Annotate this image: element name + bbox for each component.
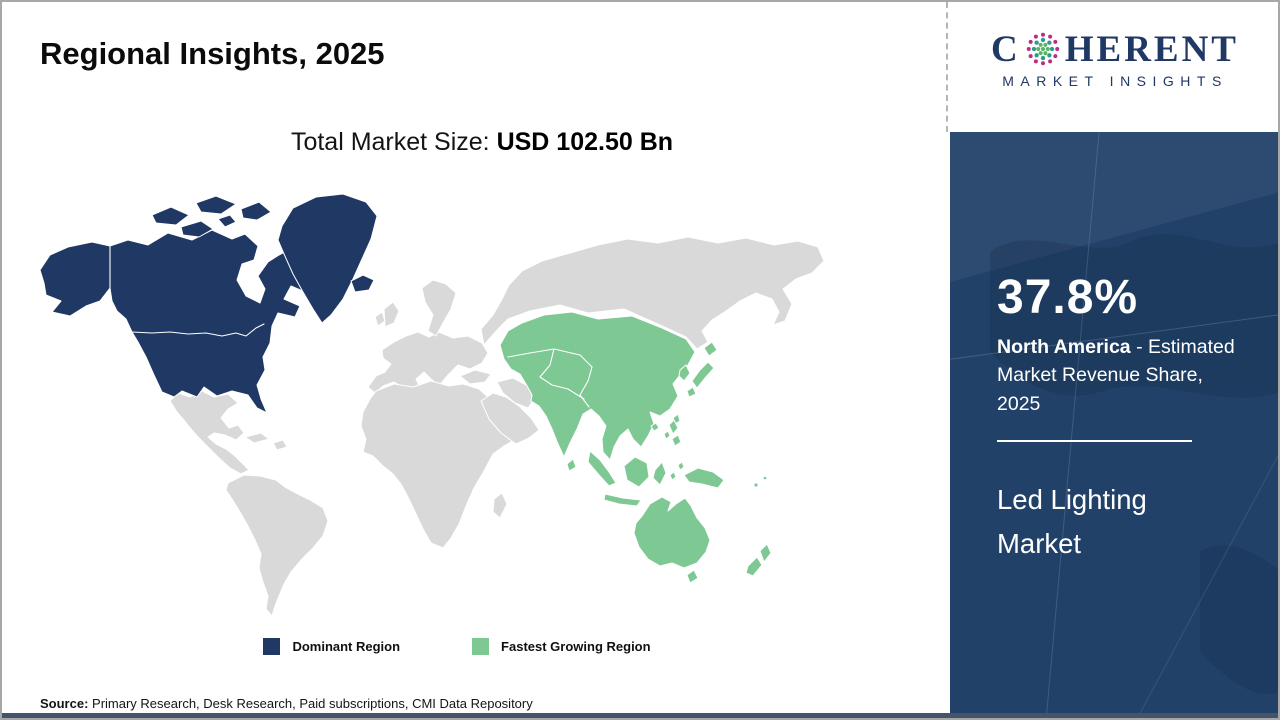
map-legend: Dominant Region Fastest Growing Region — [32, 638, 882, 655]
sidebar-background-texture — [950, 132, 1278, 717]
brand-letter-c: C — [991, 28, 1021, 70]
header-dashed-divider — [946, 2, 948, 132]
source-text: Primary Research, Desk Research, Paid su… — [92, 696, 533, 711]
total-market-size-label: Total Market Size: — [290, 128, 497, 156]
revenue-share-region: North America — [997, 336, 1131, 358]
legend-item-fastest-growing: Fastest Growing Region — [472, 638, 651, 655]
legend-item-dominant: Dominant Region — [263, 638, 400, 655]
brand-letters-rest: HERENT — [1064, 28, 1239, 70]
revenue-share-description: North America - Estimated Market Revenue… — [997, 333, 1249, 418]
brand-logo: C HERENT — [968, 30, 1262, 90]
legend-swatch-dominant — [263, 638, 281, 655]
brand-dotted-o-icon — [1026, 32, 1059, 66]
sidebar-panel: 37.8% North America - Estimated Market R… — [950, 132, 1278, 717]
map-region-asia-pacific — [499, 311, 772, 584]
legend-swatch-fastest-growing — [472, 638, 490, 655]
brand-tagline: MARKET INSIGHTS — [1002, 73, 1228, 89]
world-map — [32, 185, 882, 625]
map-region-rest-of-world — [169, 236, 825, 617]
map-region-north-america — [39, 193, 378, 414]
source-line: Source: Primary Research, Desk Research,… — [40, 696, 533, 711]
legend-label-fastest-growing: Fastest Growing Region — [501, 639, 651, 654]
sidebar-content: 37.8% North America - Estimated Market R… — [950, 132, 1278, 566]
total-market-size: Total Market Size: USD 102.50 Bn — [122, 128, 842, 157]
page-title: Regional Insights, 2025 — [40, 36, 385, 71]
legend-label-dominant: Dominant Region — [292, 639, 401, 654]
brand-logo-wordmark: C HERENT — [968, 30, 1262, 68]
bottom-accent-strip — [2, 713, 1278, 718]
market-name: Led Lighting Market — [997, 483, 1147, 559]
sidebar-divider — [997, 439, 1192, 442]
revenue-share-suffix: - Estimated Market Revenue Share, 2025 — [997, 336, 1235, 415]
revenue-share-value: 37.8% — [997, 271, 1139, 324]
total-market-size-value: USD 102.50 Bn — [496, 128, 674, 156]
source-label: Source: — [40, 696, 89, 711]
